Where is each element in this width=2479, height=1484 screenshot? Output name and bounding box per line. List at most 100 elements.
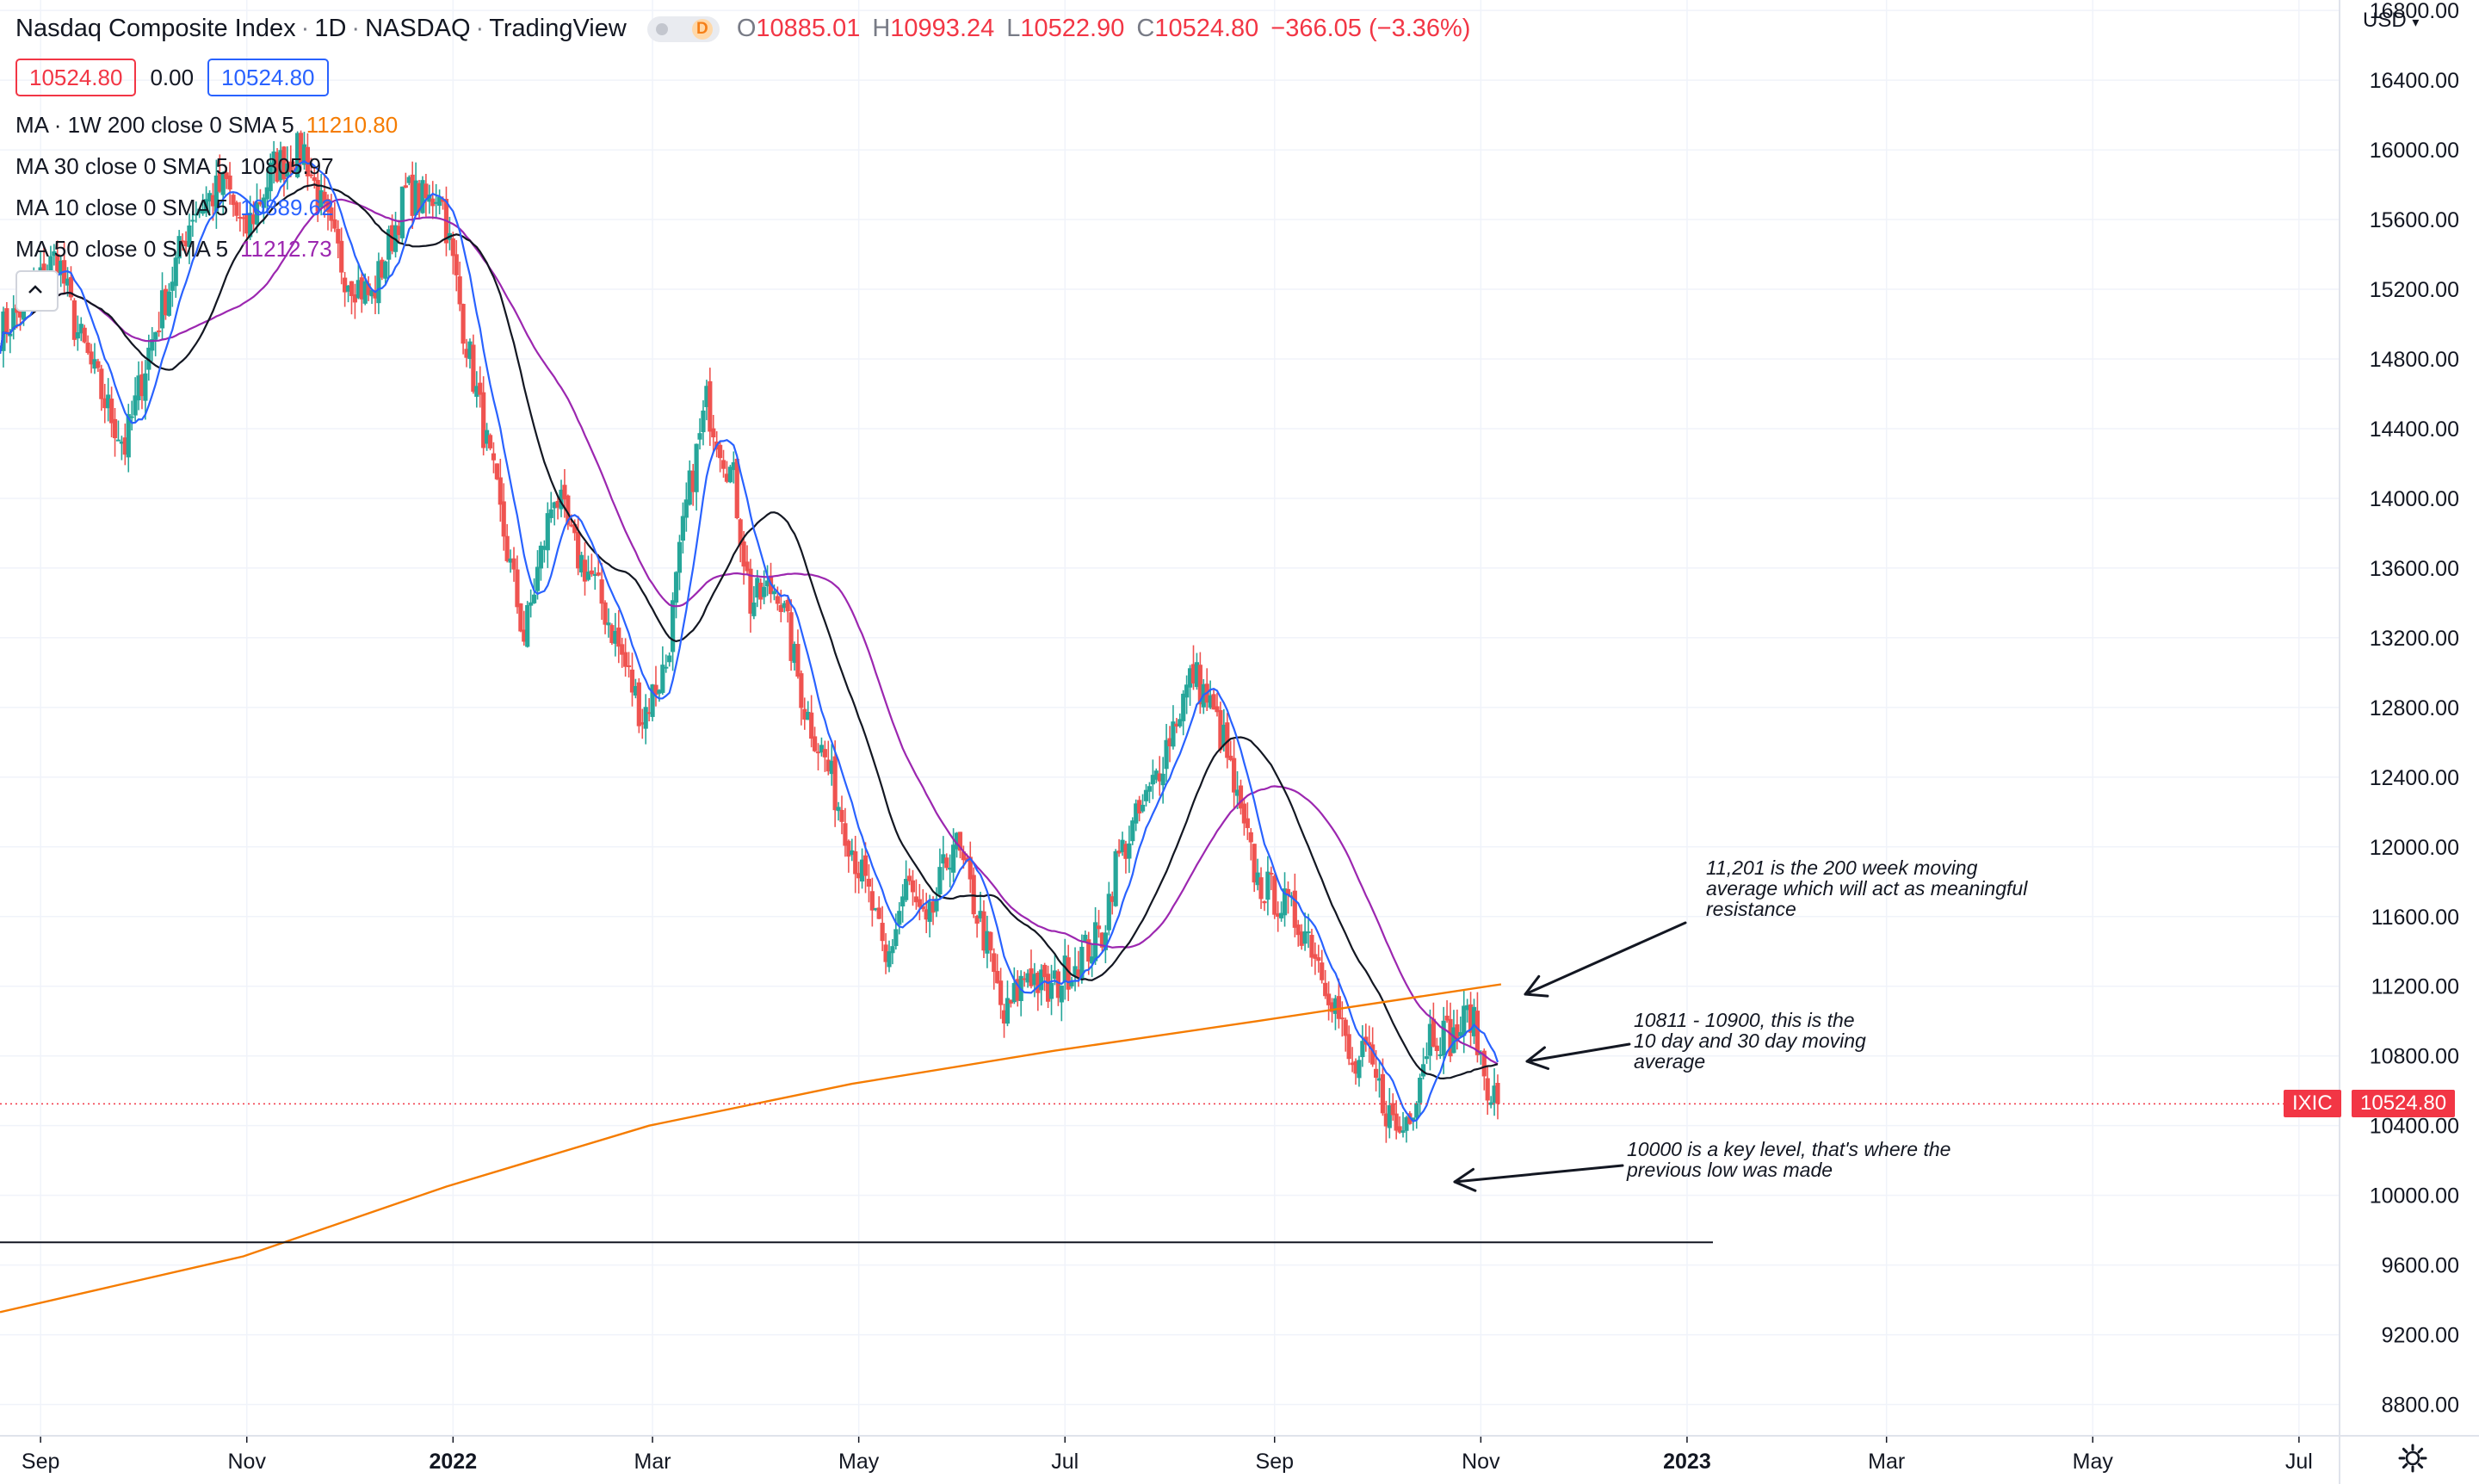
y-tick-label: 10000.00: [2370, 1184, 2459, 1209]
y-tick-label: 13600.00: [2370, 557, 2459, 581]
candle: [1218, 702, 1223, 753]
candle: [352, 283, 358, 319]
candle: [1316, 944, 1321, 973]
candle: [129, 400, 134, 431]
candle: [241, 213, 246, 237]
x-tick-label: 2023: [1663, 1450, 1711, 1474]
chevron-up-icon: [28, 285, 42, 294]
candle: [403, 172, 408, 189]
candle: [201, 194, 206, 216]
candle: [541, 540, 547, 563]
candle: [667, 652, 672, 667]
candle: [153, 331, 158, 356]
candle: [380, 257, 385, 281]
candle: [102, 383, 108, 424]
sell-price-box[interactable]: 10524.80: [15, 59, 137, 96]
arrow-key-level: [1453, 1164, 1624, 1192]
candle: [1367, 1025, 1372, 1063]
currency-selector[interactable]: USD ▾: [2363, 9, 2420, 32]
candle: [1147, 782, 1153, 803]
legend-ma10[interactable]: MA 10 close 0 SMA 5 10889.62: [15, 195, 334, 220]
x-tick-label: May: [2073, 1450, 2114, 1474]
candle: [1208, 680, 1213, 709]
candle: [1059, 985, 1064, 1022]
candle: [731, 451, 736, 484]
candle: [332, 201, 337, 232]
candle: [146, 334, 151, 381]
candle: [1357, 1055, 1362, 1087]
candle: [115, 420, 121, 442]
candle: [856, 861, 862, 894]
ohlc-readout: O10885.01 H10993.24 L10522.90 C10524.80 −366…: [736, 15, 1471, 42]
candle: [92, 343, 97, 374]
candle: [545, 502, 550, 568]
symbol-title: Nasdaq Composite Index: [15, 15, 296, 42]
candle: [1495, 1074, 1500, 1120]
candle: [264, 168, 269, 210]
candle: [680, 502, 686, 554]
candle: [764, 565, 770, 597]
candle: [508, 549, 513, 573]
candle: [1110, 891, 1115, 915]
candle: [1106, 881, 1111, 936]
market-status-pill[interactable]: D: [646, 16, 720, 43]
candle: [589, 553, 594, 578]
candle: [187, 213, 192, 264]
candle: [396, 220, 402, 243]
candle: [897, 902, 902, 935]
legend-ma30[interactable]: MA 30 close 0 SMA 5 10805.97: [15, 153, 334, 179]
candle: [751, 585, 757, 620]
chevron-down-icon: ▾: [2412, 15, 2420, 30]
candle: [535, 550, 541, 600]
candle: [254, 183, 260, 233]
candle: [904, 860, 909, 902]
candle: [1238, 779, 1244, 815]
candle: [275, 148, 280, 183]
candle: [450, 232, 455, 275]
candle: [1279, 901, 1284, 922]
candle: [119, 436, 124, 461]
candle: [806, 701, 811, 720]
x-tick-label: Sep: [1256, 1450, 1294, 1474]
candle: [406, 175, 411, 186]
candle: [599, 562, 604, 621]
candle: [930, 896, 936, 925]
y-tick-label: 8800.00: [2382, 1394, 2459, 1418]
interval-label[interactable]: 1D: [314, 15, 347, 42]
candle: [694, 443, 699, 511]
last-price-tag: 10524.80: [2352, 1090, 2456, 1118]
y-tick-label: 10800.00: [2370, 1045, 2459, 1069]
candle: [515, 555, 520, 614]
gear-icon[interactable]: [2397, 1443, 2428, 1474]
candle: [529, 589, 534, 618]
candle: [1276, 901, 1281, 932]
candle: [1184, 675, 1190, 714]
candle: [1190, 645, 1196, 690]
candle: [1211, 689, 1216, 710]
candle: [724, 461, 730, 484]
candle: [484, 423, 490, 451]
y-tick-label: 16000.00: [2370, 139, 2459, 163]
legend-ma200[interactable]: MA · 1W 200 close 0 SMA 5 11210.80: [15, 112, 399, 138]
candle: [1134, 799, 1139, 832]
buy-price-box[interactable]: 10524.80: [207, 59, 329, 96]
candle: [1332, 994, 1338, 1030]
candle: [887, 940, 892, 973]
candle: [295, 131, 300, 179]
candle: [900, 884, 906, 923]
x-tick-label: Sep: [22, 1450, 59, 1474]
candle: [1272, 874, 1277, 919]
y-tick-label: 9600.00: [2382, 1254, 2459, 1278]
candle: [785, 595, 790, 623]
candle: [687, 460, 692, 506]
candle: [839, 795, 844, 835]
candle: [1167, 726, 1172, 763]
candle: [399, 186, 405, 243]
candle: [809, 695, 814, 748]
legend-ma50[interactable]: MA 50 close 0 SMA 5 11212.73: [15, 236, 332, 262]
annotation-ma10-30: 10811 - 10900, this is the 10 day and 30 …: [1634, 1009, 1866, 1073]
collapse-legend-button[interactable]: [15, 270, 59, 312]
candle: [285, 146, 290, 190]
candle: [1005, 980, 1011, 1027]
